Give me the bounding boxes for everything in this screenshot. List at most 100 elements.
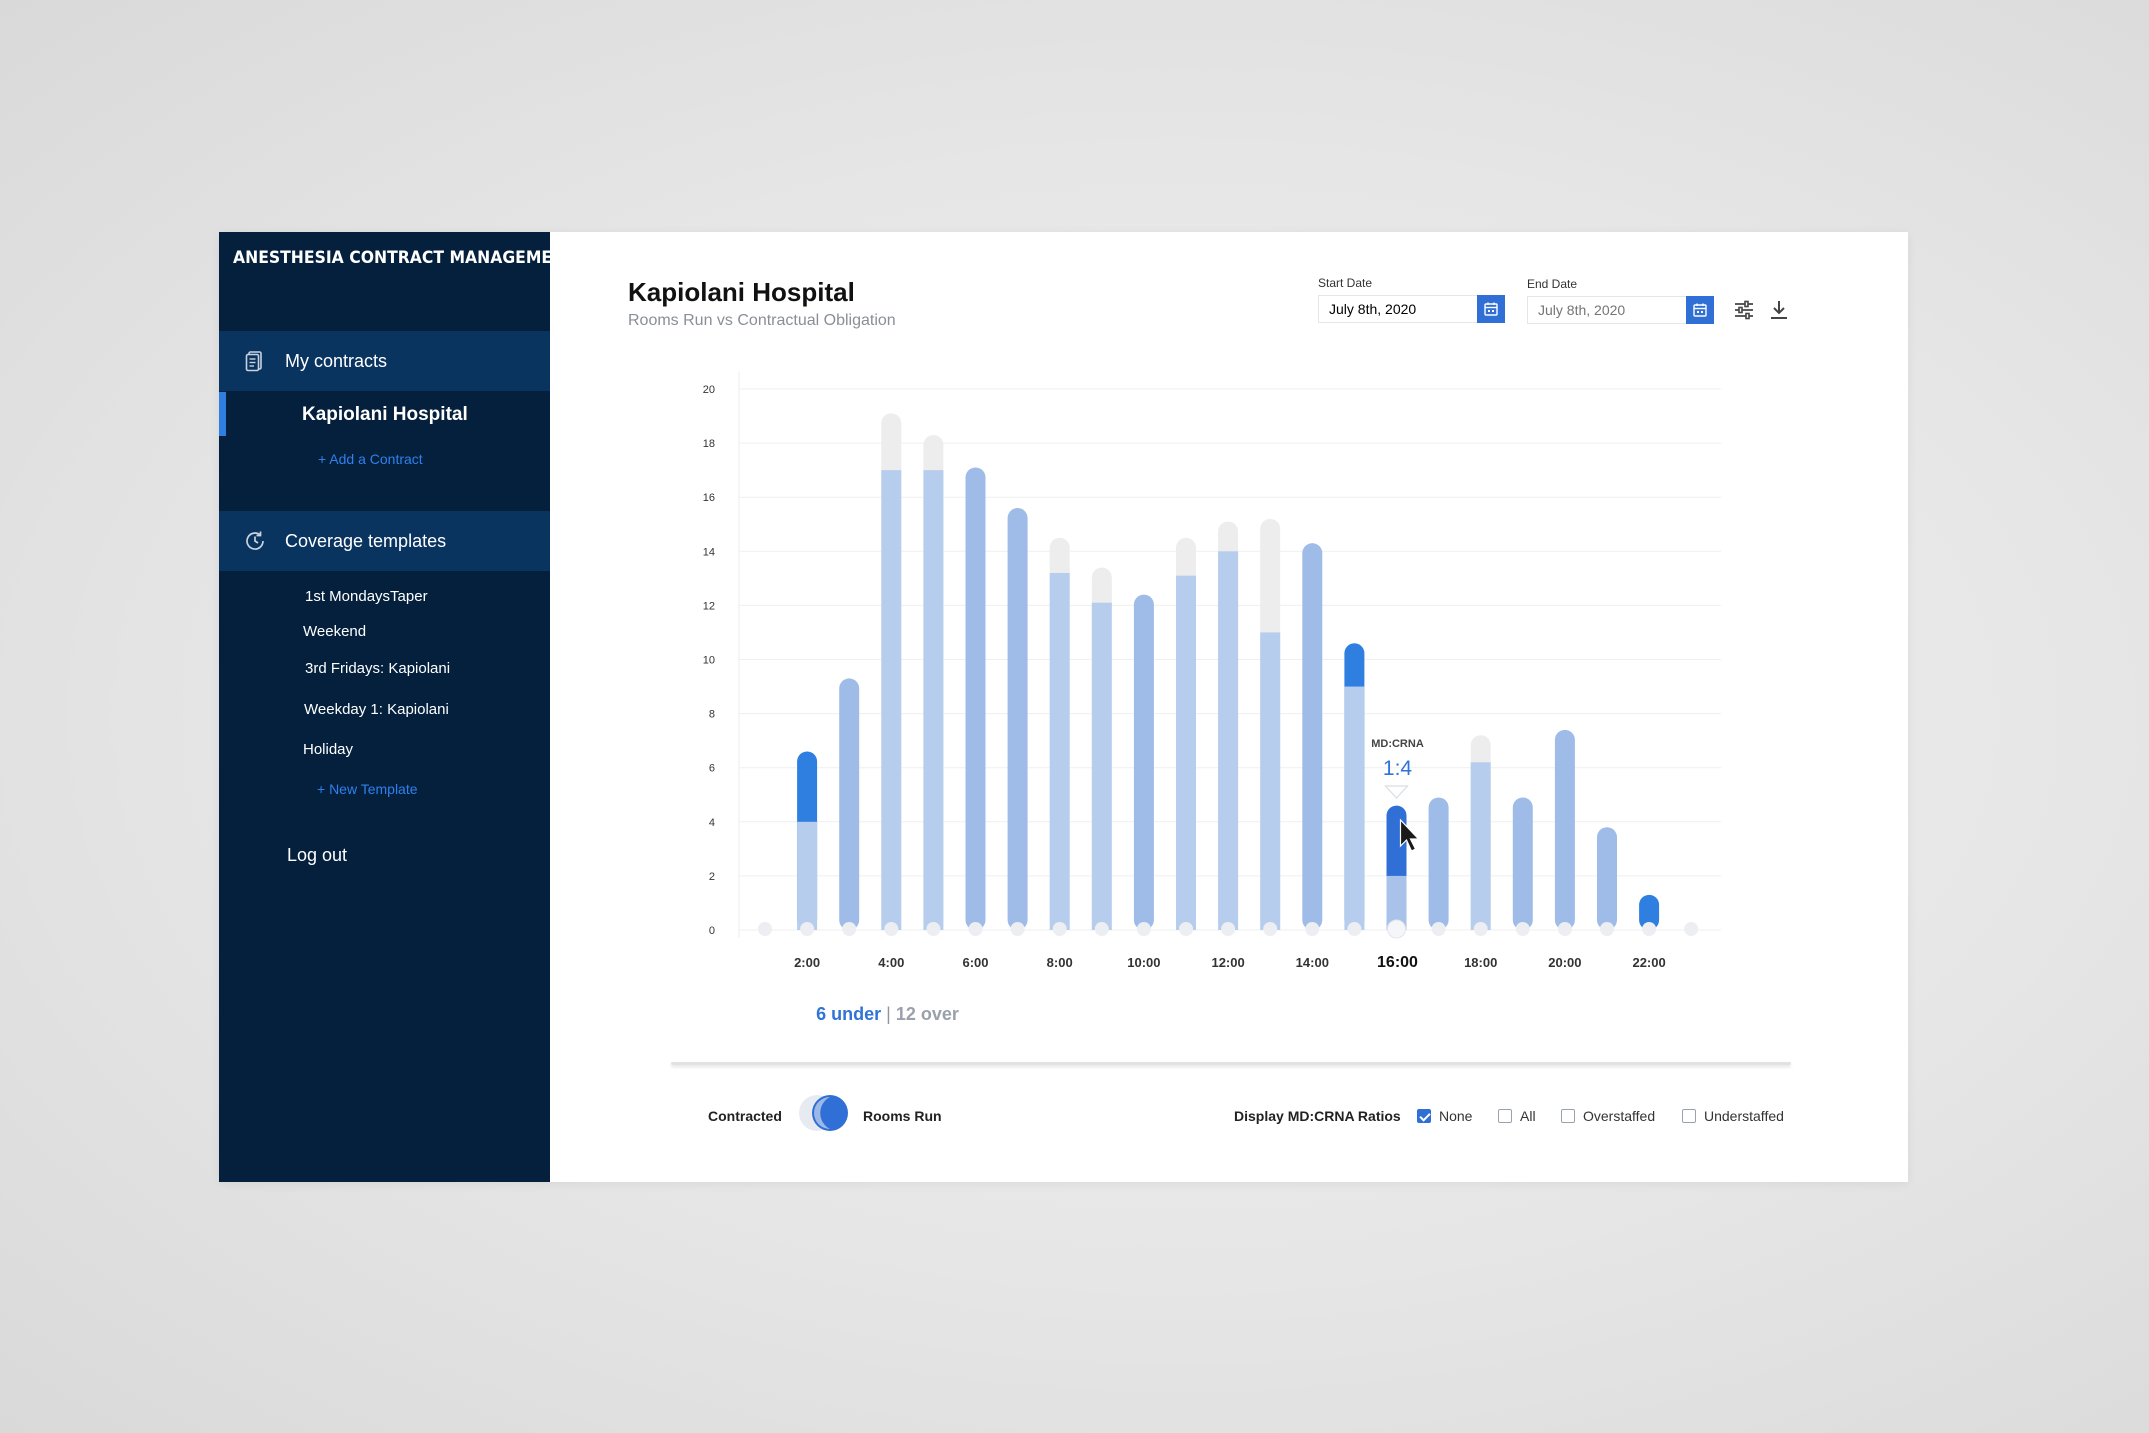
active-indicator: [219, 392, 226, 436]
end-date-input[interactable]: [1527, 296, 1687, 324]
x-tick-label: 6:00: [962, 955, 988, 970]
under-count[interactable]: 6 under: [816, 1004, 882, 1024]
my-contracts-header[interactable]: My contracts: [219, 331, 550, 391]
y-tick-label: 12: [703, 600, 715, 612]
divider: [671, 1062, 1791, 1065]
bar-rooms-run-segment[interactable]: [1007, 508, 1028, 930]
bar-rooms-run-segment[interactable]: [1049, 572, 1070, 930]
ratio-option-understaffed[interactable]: Understaffed: [1682, 1108, 1784, 1124]
page-title: Kapiolani Hospital: [628, 277, 855, 307]
filter-sliders-icon[interactable]: [1732, 298, 1756, 322]
start-date-label: Start Date: [1318, 276, 1373, 290]
x-tick-label: 22:00: [1632, 955, 1665, 970]
bar-base-dot: [1473, 922, 1488, 936]
y-tick-label: 0: [709, 925, 715, 937]
coverage-templates-label: Coverage templates: [285, 530, 447, 551]
bar-rooms-run-segment[interactable]: [1428, 797, 1449, 930]
template-item[interactable]: Holiday: [303, 741, 354, 758]
staffing-summary: 6 under | 12 over: [43, 1004, 1732, 1025]
template-item[interactable]: Weekend: [303, 623, 367, 640]
ratio-option-none[interactable]: None: [1417, 1108, 1472, 1124]
bar-rooms-run-segment[interactable]: [1597, 827, 1617, 930]
app-window: ANESTHESIA CONTRACT MANAGEMENT My contra…: [219, 232, 1908, 1182]
sidebar: ANESTHESIA CONTRACT MANAGEMENT My contra…: [219, 232, 576, 1182]
bar-base-dot: [1052, 922, 1067, 936]
app-title: ANESTHESIA CONTRACT MANAGEMENT: [233, 248, 576, 268]
bar-rooms-run-segment[interactable]: [1091, 602, 1112, 930]
y-tick-label: 20: [703, 384, 715, 396]
x-tick-label: 10:00: [1127, 955, 1160, 970]
over-count[interactable]: 12 over: [895, 1004, 959, 1024]
bar-rooms-run-segment[interactable]: [1512, 797, 1533, 930]
bar-under-segment[interactable]: [1639, 894, 1660, 930]
download-icon[interactable]: [1767, 298, 1791, 322]
ratio-option-all[interactable]: All: [1498, 1108, 1536, 1124]
bar-base-dot: [1010, 922, 1025, 936]
bar-base-dot: [1221, 922, 1236, 936]
calendar-icon: [1693, 303, 1707, 317]
template-item[interactable]: 3rd Fridays: Kapiolani: [305, 660, 451, 677]
bar-rooms-run-segment[interactable]: [839, 678, 860, 930]
end-date-label: End Date: [1527, 277, 1578, 291]
bar-rooms-run-segment[interactable]: [1302, 543, 1323, 930]
add-contract-link[interactable]: + Add a Contract: [318, 451, 423, 467]
contracted-label: Contracted: [708, 1108, 782, 1124]
x-tick-label: 16:00: [1377, 954, 1418, 971]
bar-base-dot: [800, 922, 815, 936]
template-item[interactable]: Weekday 1: Kapiolani: [304, 701, 449, 718]
checkbox[interactable]: [1682, 1109, 1696, 1123]
start-calendar-button[interactable]: [1477, 295, 1505, 323]
bar-rooms-run-segment[interactable]: [1260, 632, 1281, 930]
y-tick-label: 16: [703, 492, 715, 504]
bar-contracted-segment[interactable]: [1344, 686, 1365, 930]
checkbox-checked[interactable]: [1417, 1109, 1431, 1123]
template-item[interactable]: 1st MondaysTaper: [305, 588, 428, 605]
y-tick-label: 6: [709, 763, 715, 775]
x-tick-label: 12:00: [1211, 955, 1244, 970]
bar-rooms-run-segment[interactable]: [1218, 551, 1239, 930]
sidebar-item-label: Kapiolani Hospital: [302, 404, 468, 425]
bar-base-dot: [1387, 919, 1406, 939]
end-calendar-button[interactable]: [1686, 296, 1714, 324]
option-label: Overstaffed: [1583, 1108, 1656, 1124]
contracted-rooms-run-toggle[interactable]: [792, 1093, 852, 1133]
logout-link[interactable]: Log out: [287, 845, 348, 865]
page-subtitle: Rooms Run vs Contractual Obligation: [628, 312, 896, 329]
bar-rooms-run-segment[interactable]: [1133, 594, 1154, 930]
x-tick-label: 2:00: [794, 955, 820, 970]
start-date-input[interactable]: [1318, 295, 1478, 323]
y-tick-label: 10: [703, 655, 715, 667]
bar-base-dot: [1642, 922, 1657, 936]
document-icon: [245, 351, 262, 372]
new-template-link[interactable]: + New Template: [317, 781, 418, 797]
option-label: Understaffed: [1704, 1108, 1784, 1124]
x-tick-label: 4:00: [878, 955, 904, 970]
bar-rooms-run-segment[interactable]: [965, 467, 986, 930]
x-tick-label: 18:00: [1464, 955, 1497, 970]
checkbox[interactable]: [1498, 1109, 1512, 1123]
bar-base-dot: [1431, 922, 1446, 936]
bar-base-dot: [1263, 922, 1278, 936]
bar-contracted-segment[interactable]: [797, 821, 818, 930]
bar-rooms-run-segment[interactable]: [923, 470, 944, 930]
bar-base-dot: [758, 922, 772, 936]
checkbox[interactable]: [1561, 1109, 1575, 1123]
tooltip-value: 1:4: [1383, 757, 1413, 780]
bar-rooms-run-segment[interactable]: [1554, 729, 1575, 930]
bar-rooms-run-segment[interactable]: [1176, 575, 1196, 930]
x-tick-label: 8:00: [1047, 955, 1073, 970]
bar-contracted-segment[interactable]: [1386, 875, 1407, 930]
ratio-option-overstaffed[interactable]: Overstaffed: [1561, 1108, 1655, 1124]
bar-base-dot: [1347, 922, 1362, 936]
coverage-templates-header[interactable]: Coverage templates: [219, 511, 550, 571]
my-contracts-label: My contracts: [285, 350, 388, 371]
bar-base-dot: [1684, 922, 1699, 936]
bar-base-dot: [968, 922, 983, 936]
bar-base-dot: [1557, 922, 1572, 936]
bar-rooms-run-segment[interactable]: [881, 470, 902, 930]
mouse-cursor-icon: [1399, 818, 1420, 852]
sidebar-item-kapiolani-hospital[interactable]: Kapiolani Hospital: [219, 392, 550, 436]
bar-rooms-run-segment[interactable]: [1470, 762, 1491, 930]
y-tick-label: 14: [703, 546, 715, 558]
y-tick-label: 2: [709, 871, 715, 883]
